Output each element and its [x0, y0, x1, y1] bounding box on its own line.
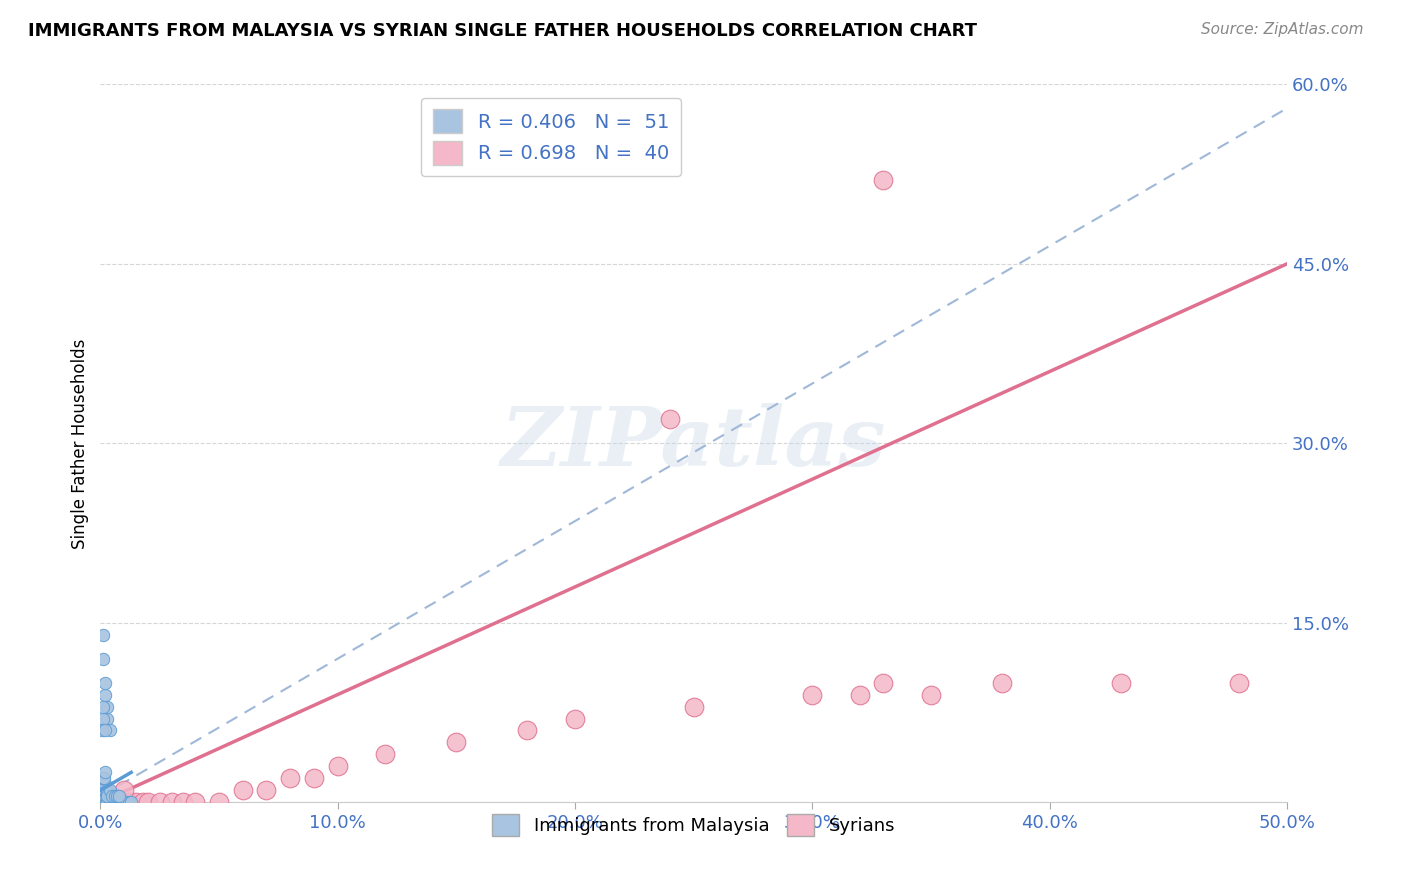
- Point: [91, 795, 114, 809]
- Point: [136, 795, 159, 809]
- Point: [103, 795, 125, 809]
- Point: [105, 795, 128, 809]
- Point: [125, 795, 148, 809]
- Point: [801, 688, 824, 702]
- Text: IMMIGRANTS FROM MALAYSIA VS SYRIAN SINGLE FATHER HOUSEHOLDS CORRELATION CHART: IMMIGRANTS FROM MALAYSIA VS SYRIAN SINGL…: [28, 22, 977, 40]
- Point: [446, 735, 468, 749]
- Point: [94, 675, 117, 690]
- Point: [93, 772, 115, 786]
- Point: [374, 747, 396, 762]
- Point: [96, 795, 118, 809]
- Point: [111, 795, 134, 809]
- Point: [91, 712, 114, 726]
- Point: [111, 795, 134, 809]
- Point: [94, 783, 117, 797]
- Text: ZIPatlas: ZIPatlas: [501, 403, 886, 483]
- Point: [94, 723, 117, 738]
- Point: [103, 795, 125, 809]
- Point: [98, 795, 121, 809]
- Point: [91, 772, 114, 786]
- Point: [90, 783, 112, 797]
- Point: [302, 772, 325, 786]
- Point: [91, 783, 114, 797]
- Point: [564, 712, 586, 726]
- Point: [96, 699, 118, 714]
- Point: [658, 412, 681, 426]
- Point: [96, 795, 118, 809]
- Point: [93, 783, 115, 797]
- Point: [94, 688, 117, 702]
- Point: [94, 765, 117, 780]
- Point: [91, 777, 114, 791]
- Point: [160, 795, 183, 809]
- Point: [90, 789, 112, 804]
- Text: Source: ZipAtlas.com: Source: ZipAtlas.com: [1201, 22, 1364, 37]
- Point: [149, 795, 172, 809]
- Point: [98, 783, 121, 797]
- Point: [90, 772, 112, 786]
- Point: [94, 789, 117, 804]
- Point: [232, 783, 254, 797]
- Point: [108, 795, 131, 809]
- Point: [94, 777, 117, 791]
- Point: [98, 789, 121, 804]
- Point: [112, 783, 135, 797]
- Point: [96, 712, 118, 726]
- Point: [90, 795, 112, 809]
- Point: [105, 795, 128, 809]
- Point: [108, 795, 131, 809]
- Point: [516, 723, 538, 738]
- Point: [91, 795, 114, 809]
- Point: [172, 795, 194, 809]
- Point: [96, 783, 118, 797]
- Point: [132, 795, 155, 809]
- Point: [115, 795, 138, 809]
- Point: [101, 795, 124, 809]
- Point: [184, 795, 207, 809]
- Point: [101, 789, 124, 804]
- Point: [98, 795, 121, 809]
- Point: [1109, 675, 1132, 690]
- Point: [108, 789, 131, 804]
- Point: [98, 723, 121, 738]
- Point: [96, 789, 118, 804]
- Point: [93, 795, 115, 809]
- Point: [90, 777, 112, 791]
- Point: [96, 789, 118, 804]
- Point: [848, 688, 870, 702]
- Point: [93, 777, 115, 791]
- Point: [91, 699, 114, 714]
- Point: [278, 772, 301, 786]
- Point: [94, 795, 117, 809]
- Point: [101, 789, 124, 804]
- Point: [91, 651, 114, 665]
- Point: [326, 759, 349, 773]
- Point: [118, 795, 141, 809]
- Point: [682, 699, 704, 714]
- Point: [91, 628, 114, 642]
- Point: [120, 795, 142, 809]
- Point: [208, 795, 231, 809]
- Point: [872, 173, 894, 187]
- Point: [103, 789, 125, 804]
- Point: [1227, 675, 1250, 690]
- Legend: Immigrants from Malaysia, Syrians: Immigrants from Malaysia, Syrians: [485, 807, 903, 844]
- Point: [118, 795, 141, 809]
- Point: [920, 688, 942, 702]
- Point: [101, 795, 124, 809]
- Point: [105, 789, 128, 804]
- Point: [256, 783, 278, 797]
- Point: [112, 795, 135, 809]
- Point: [91, 789, 114, 804]
- Point: [872, 675, 894, 690]
- Point: [93, 789, 115, 804]
- Point: [94, 795, 117, 809]
- Point: [112, 795, 135, 809]
- Point: [90, 723, 112, 738]
- Point: [991, 675, 1014, 690]
- Y-axis label: Single Father Households: Single Father Households: [72, 338, 89, 549]
